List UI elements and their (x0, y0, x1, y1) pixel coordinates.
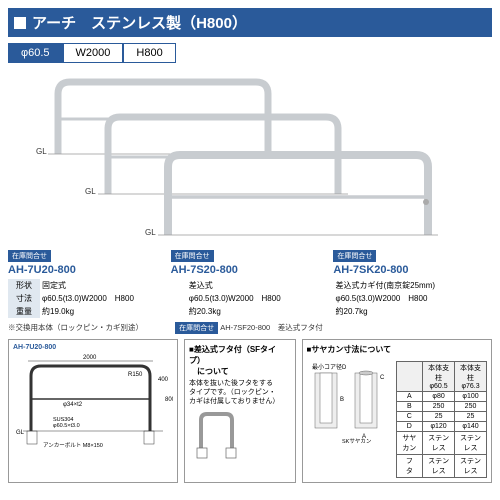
dim-mat2: φ60.5×t3.0 (53, 423, 80, 429)
td: B (396, 402, 423, 412)
svg-text:C: C (380, 375, 385, 381)
cell: 差込式カギ付(南京錠25mm) (334, 279, 493, 292)
td: A (396, 392, 423, 402)
td: φ120 (423, 422, 455, 432)
lower-section: AH-7U20-800 2000 R150 φ34×t2 SUS304 φ60.… (8, 339, 492, 483)
dim-h: 800 (165, 397, 173, 403)
cell: φ60.5(t3.0)W2000 H800 (187, 292, 334, 305)
arch-front (158, 147, 438, 247)
gl-label-3: GL (145, 228, 156, 237)
gl-label-2: GL (85, 187, 96, 196)
td: 25 (423, 412, 455, 422)
td: 250 (455, 402, 487, 412)
drawing-code: AH-7U20-800 (13, 344, 173, 351)
exchange-note: ※交換用本体（ロックピン・カギ別途） 在庫問合せ AH-7SF20-800 差込… (8, 322, 492, 336)
td: D (396, 422, 423, 432)
spec-diameter: φ60.5 (8, 43, 63, 63)
spec-chips: φ60.5 W2000 H800 (8, 43, 492, 63)
label-shape: 形状 (8, 279, 40, 292)
cell: 差込式 (187, 279, 334, 292)
label-dim: 寸法 (8, 292, 40, 305)
td: ステンレス (455, 432, 487, 455)
dim-anchor: アンカーボルト M8×150 (43, 441, 103, 449)
td: ステンレス (423, 455, 455, 478)
note-text: ※交換用本体（ロックピン・カギ別途） (8, 323, 143, 332)
gl-label-d: GL (16, 430, 25, 436)
stock-badge: 在庫問合せ (175, 322, 218, 334)
gl-label-1: GL (36, 147, 47, 156)
tech-svg: 2000 R150 φ34×t2 SUS304 φ60.5×t3.0 GL 40… (13, 351, 173, 451)
spec-width: W2000 (63, 43, 124, 63)
exchange-code: AH-7SF20-800 差込式フタ付 (220, 323, 323, 332)
svg-text:SKサヤカン: SKサヤカン (342, 438, 372, 445)
sf-svg (189, 408, 244, 463)
td: ステンレス (423, 432, 455, 455)
sf-text: 本体を抜いた後フタをする タイプです。（ロックピン・ カギは付属しておりません） (189, 379, 291, 406)
dimension-drawing: AH-7U20-800 2000 R150 φ34×t2 SUS304 φ60.… (8, 339, 178, 483)
saya-svg: 最小コア径D B C A SKサヤカン (307, 361, 392, 446)
cell: φ60.5(t3.0)W2000 H800 (40, 292, 187, 305)
dim-table: 本体支柱 φ60.5本体支柱 φ76.3 Aφ80φ100 B250250 C2… (396, 361, 487, 478)
th: 本体支柱 φ76.3 (455, 362, 487, 392)
stock-badge: 在庫問合せ (8, 250, 51, 262)
label-weight: 重量 (8, 305, 40, 318)
sayakan-box: ■サヤカン寸法について 最小コア径D B C A SKサヤカン (302, 339, 492, 483)
td: φ80 (423, 392, 455, 402)
td: フ タ (396, 455, 423, 478)
page-title: アーチ ステンレス製（H800） (32, 12, 247, 33)
dim-pipe: φ34×t2 (63, 402, 83, 408)
cell: φ60.5(t3.0)W2000 H800 (334, 292, 493, 305)
saya-title: ■サヤカン寸法について (307, 344, 487, 355)
td: 25 (455, 412, 487, 422)
td: サヤカン (396, 432, 423, 455)
cell: 約19.0kg (40, 305, 187, 318)
dim-r: R150 (128, 372, 143, 378)
model-code-3: AH-7SK20-800 (333, 264, 408, 276)
svg-text:最小コア径D: 最小コア径D (312, 363, 347, 371)
td: 250 (423, 402, 455, 412)
stock-badge: 在庫問合せ (333, 250, 376, 262)
model-badges: 在庫問合せ AH-7U20-800 在庫問合せ AH-7S20-800 在庫問合せ A… (8, 250, 492, 276)
td: φ100 (455, 392, 487, 402)
title-square (14, 17, 26, 29)
model-code-1: AH-7U20-800 (8, 264, 76, 276)
td: C (396, 412, 423, 422)
dim-w: 2000 (83, 355, 97, 361)
sf-title: ■差込式フタ付（SFタイプ） について (189, 344, 291, 377)
sf-box: ■差込式フタ付（SFタイプ） について 本体を抜いた後フタをする タイプです。（… (184, 339, 296, 483)
td: φ140 (455, 422, 487, 432)
cell: 固定式 (40, 279, 187, 292)
model-code-2: AH-7S20-800 (171, 264, 238, 276)
svg-text:B: B (340, 397, 344, 403)
product-illustration: GL GL GL (8, 69, 492, 244)
dim-h2: 400 (158, 377, 169, 383)
cell: 約20.7kg (334, 305, 493, 318)
th: 本体支柱 φ60.5 (423, 362, 455, 392)
spec-table: 形状 固定式 差込式 差込式カギ付(南京錠25mm) 寸法 φ60.5(t3.0… (8, 279, 492, 318)
stock-badge: 在庫問合せ (171, 250, 214, 262)
td: ステンレス (455, 455, 487, 478)
cell: 約20.3kg (187, 305, 334, 318)
spec-height: H800 (123, 43, 175, 63)
header-bar: アーチ ステンレス製（H800） (8, 8, 492, 37)
